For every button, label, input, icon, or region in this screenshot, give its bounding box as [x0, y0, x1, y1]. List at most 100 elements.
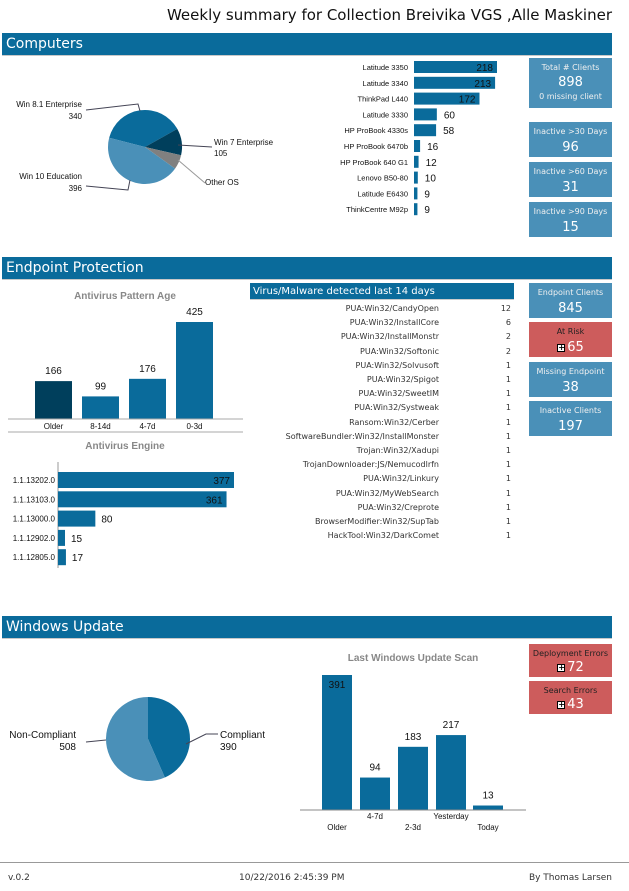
- bar: [414, 203, 418, 216]
- bar: [360, 777, 390, 810]
- virus-list-item: PUA:Win32/InstallCore 6: [250, 318, 514, 332]
- virus-count: 2: [505, 346, 511, 356]
- bar-value-label: 15: [71, 534, 83, 545]
- bar: [414, 92, 480, 105]
- virus-name: PUA:Win32/InstallCore: [349, 318, 439, 328]
- bar-category-label: 1.1.12805.0: [13, 553, 56, 562]
- bar: [414, 124, 437, 137]
- virus-count: 1: [505, 502, 511, 512]
- bar: [35, 381, 72, 419]
- pie-slice-non-compliant: [106, 697, 165, 781]
- bar-category-label: 2-3d: [405, 823, 421, 832]
- report-title: Weekly summary for Collection Breivika V…: [166, 6, 612, 24]
- kpi-value: 96: [562, 140, 579, 155]
- leader-line: [85, 103, 141, 112]
- virus-list-item: TrojanDownloader:JS/Nemucodlrfn 1: [250, 460, 514, 474]
- kpi-inactive-30[interactable]: Inactive >30 Days 96: [529, 122, 612, 157]
- virus-name: PUA:Win32/MyWebSearch: [335, 488, 439, 498]
- bar: [414, 155, 419, 168]
- bar-category-label: Older: [44, 422, 64, 431]
- kpi-inactive-60[interactable]: Inactive >60 Days 31: [529, 162, 612, 197]
- virus-name: PUA:Win32/CandyOpen: [345, 304, 439, 313]
- bar-category-label: 8-14d: [90, 422, 110, 431]
- virus-name: PUA:Win32/Softonic: [360, 346, 439, 356]
- bar-category-label: Lenovo B50-80: [357, 174, 408, 183]
- bar: [436, 735, 466, 810]
- kpi-label: Total # Clients: [541, 63, 600, 72]
- kpi-label: Search Errors: [543, 686, 598, 695]
- virus-list-item: PUA:Win32/MyWebSearch 1: [250, 489, 514, 503]
- expand-icon[interactable]: +: [557, 699, 566, 709]
- kpi-total-clients[interactable]: Total # Clients 898 0 missing client: [529, 58, 612, 108]
- expand-icon[interactable]: +: [557, 662, 566, 672]
- virus-name: PUA:Win32/Spigot: [366, 375, 439, 384]
- bar: [82, 396, 119, 419]
- virus-name: PUA:Win32/InstallMonstr: [340, 332, 439, 342]
- virus-count: 1: [505, 375, 511, 384]
- bar-value-label: 172: [459, 95, 476, 106]
- kpi-label: Inactive >60 Days: [533, 167, 608, 176]
- chart-title: Last Windows Update Scan: [348, 653, 478, 664]
- virus-name: SoftwareBundler:Win32/InstallMonster: [285, 431, 439, 441]
- bar-category-label: Latitude 3340: [363, 79, 408, 88]
- pie-label: Win 10 Education: [19, 172, 82, 181]
- expand-icon[interactable]: +: [557, 342, 566, 352]
- virus-count: 1: [505, 531, 511, 541]
- pie-slice-win10: [108, 137, 176, 185]
- bar-category-label: Latitude 3350: [363, 63, 408, 72]
- virus-list-item: PUA:Win32/Softonic 2: [250, 347, 514, 361]
- bar-value-label: 217: [443, 720, 460, 731]
- pie-label: Other OS: [205, 178, 239, 187]
- kpi-search-errors[interactable]: Search Errors +43: [529, 681, 612, 714]
- kpi-label: Inactive Clients: [539, 406, 602, 415]
- bar-value-label: 361: [206, 495, 223, 506]
- virus-list-item: PUA:Win32/Solvusoft 1: [250, 361, 514, 375]
- pie-value: 105: [214, 149, 228, 158]
- bar-value-label: 213: [474, 79, 491, 90]
- bar-value-label: 183: [405, 732, 422, 743]
- pie-label: Win 7 Enterprise: [214, 138, 274, 147]
- footer-author: By Thomas Larsen: [528, 873, 612, 883]
- kpi-endpoint-clients[interactable]: Endpoint Clients 845: [529, 283, 612, 318]
- kpi-value: 65: [567, 340, 584, 355]
- virus-count: 1: [505, 488, 511, 498]
- kpi-value: 845: [558, 301, 583, 316]
- leader-line: [85, 739, 107, 743]
- bar-category-label: ThinkCentre M92p: [346, 205, 408, 214]
- bar: [414, 76, 496, 89]
- virus-list-item: Ransom:Win32/Cerber 1: [250, 418, 514, 432]
- kpi-inactive-clients[interactable]: Inactive Clients 197: [529, 401, 612, 436]
- bar-value-label: 391: [329, 680, 346, 691]
- bar: [58, 491, 227, 508]
- pie-label: Compliant: [220, 730, 265, 741]
- leader-line: [85, 179, 131, 191]
- kpi-missing-endpoint[interactable]: Missing Endpoint 38: [529, 362, 612, 397]
- footer-divider: [0, 862, 629, 863]
- bar-category-label: 1.1.12902.0: [13, 534, 56, 543]
- pie-slice-compliant: [148, 696, 191, 778]
- virus-name: PUA:Win32/Creprote: [357, 502, 439, 512]
- kpi-inactive-90[interactable]: Inactive >90 Days 15: [529, 202, 612, 237]
- bar-value-label: 16: [427, 142, 439, 153]
- kpi-label: Inactive >30 Days: [533, 127, 608, 136]
- virus-name: BrowserModifier:Win32/SupTab: [315, 517, 439, 526]
- virus-list-item: PUA:Win32/SweetIM 1: [250, 389, 514, 403]
- virus-count: 1: [505, 474, 511, 484]
- bar-value-label: 99: [95, 381, 107, 392]
- bar: [473, 805, 503, 810]
- virus-count: 1: [505, 360, 511, 370]
- pie-label: Non-Compliant: [9, 730, 76, 741]
- virus-list-item: HackTool:Win32/DarkComet 1: [250, 531, 514, 545]
- kpi-at-risk[interactable]: At Risk +65: [529, 322, 612, 357]
- bar-value-label: 166: [45, 366, 62, 377]
- pie-slice-win7: [145, 128, 182, 156]
- kpi-value: 38: [562, 380, 579, 395]
- kpi-deployment-errors[interactable]: Deployment Errors +72: [529, 644, 612, 677]
- bar: [176, 322, 213, 419]
- bar-category-label: 1.1.13000.0: [13, 515, 56, 524]
- virus-count: 2: [505, 332, 511, 342]
- bar-category-label: 4-7d: [139, 422, 155, 431]
- bar-category-label: Yesterday: [433, 812, 468, 821]
- virus-name: PUA:Win32/Solvusoft: [355, 360, 439, 370]
- pie-slice-other: [145, 147, 182, 169]
